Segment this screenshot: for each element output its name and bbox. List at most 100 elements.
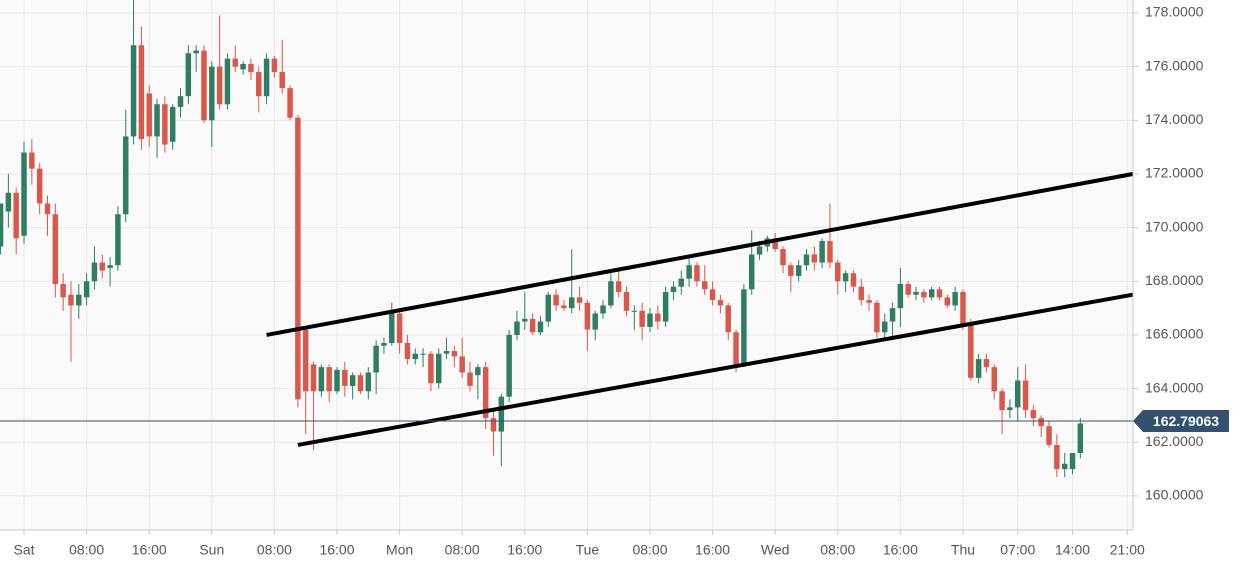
candle-body (576, 297, 583, 303)
candle-body (287, 88, 293, 118)
candle-body (342, 369, 348, 386)
candle-body (1061, 463, 1068, 470)
candle-body (99, 262, 106, 271)
candle-body (279, 72, 285, 89)
candle-body (443, 351, 450, 354)
current-price-tag (1133, 410, 1229, 433)
candle-body (842, 273, 849, 282)
candle-body (52, 214, 59, 284)
candle-body (928, 289, 935, 298)
x-tick-label: Sat (14, 542, 35, 558)
x-tick-label: 14:00 (1055, 542, 1090, 558)
y-tick-label: 174.0000 (1145, 111, 1204, 127)
candle-body (475, 367, 481, 376)
x-tick-label: 08:00 (257, 542, 292, 558)
candle-body (921, 292, 927, 298)
candle-body (913, 292, 919, 295)
candle-body (881, 321, 888, 333)
y-tick-label: 166.0000 (1145, 326, 1204, 342)
x-tick-label: Mon (386, 542, 413, 558)
candle-body (756, 246, 763, 255)
candle-body (389, 313, 395, 344)
candle-body (592, 313, 598, 330)
candle-body (404, 343, 411, 360)
candle-body (537, 321, 544, 333)
candle-body (365, 372, 372, 392)
candle-body (467, 372, 473, 386)
candle-body (232, 58, 239, 67)
y-tick-label: 162.0000 (1145, 433, 1204, 449)
candle-body (748, 254, 755, 290)
candle-body (318, 367, 325, 392)
candle-body (631, 310, 638, 312)
candle-body (83, 281, 90, 298)
candle-body (584, 302, 591, 330)
candle-body (412, 353, 418, 360)
candle-body (263, 58, 270, 97)
candle-body (115, 214, 121, 266)
candle-body (670, 286, 677, 293)
candle-body (819, 241, 825, 263)
candle-body (44, 203, 51, 215)
x-tick-label: 16:00 (883, 542, 918, 558)
candle-body (835, 262, 841, 282)
candle-body (788, 265, 794, 276)
candle-body (733, 332, 739, 365)
x-tick-label: 16:00 (319, 542, 354, 558)
candle-body (615, 281, 622, 293)
candle-body (647, 313, 653, 327)
candle-body (639, 310, 645, 327)
candle-body (811, 254, 818, 263)
candle-body (459, 356, 465, 373)
candle-body (905, 283, 911, 295)
candle-body (209, 66, 215, 121)
candle-body (240, 63, 246, 70)
x-tick-label: 16:00 (507, 542, 542, 558)
candle-body (600, 305, 606, 314)
candle-body (983, 359, 990, 368)
candle-body (177, 96, 184, 107)
candle-body (678, 278, 685, 287)
candle-body (991, 367, 998, 392)
current-price-label: 162.79063 (1153, 413, 1219, 429)
candle-body (482, 367, 489, 419)
candle-body (608, 281, 614, 306)
x-tick-label: 08:00 (69, 542, 104, 558)
candle-body (522, 318, 528, 322)
candle-body (874, 302, 880, 333)
x-tick-label: 07:00 (1000, 542, 1035, 558)
candle-body (36, 168, 43, 204)
y-tick-label: 164.0000 (1145, 379, 1204, 395)
candles (0, 0, 1134, 478)
candle-body (662, 292, 669, 322)
y-tick-label: 172.0000 (1145, 165, 1204, 181)
candle-body (702, 281, 708, 290)
candle-body (655, 313, 661, 322)
candle-body (694, 265, 700, 282)
candle-body (772, 238, 778, 250)
candle-body (514, 321, 520, 335)
candle-body (248, 63, 254, 73)
candle-body (960, 292, 966, 325)
candle-body (968, 324, 974, 378)
candle-body (897, 283, 904, 309)
candle-body (1030, 410, 1037, 419)
candle-body (999, 391, 1005, 411)
candle-body (952, 292, 958, 306)
candle-body (107, 265, 113, 268)
candle-body (295, 117, 301, 400)
candle-body (428, 353, 434, 384)
candle-body (1077, 423, 1084, 454)
candle-body (686, 265, 692, 279)
candle-body (1046, 426, 1052, 445)
candle-body (623, 292, 630, 311)
x-tick-label: Sun (199, 542, 224, 558)
candle-body (201, 50, 207, 121)
candle-body (553, 294, 559, 306)
candle-body (138, 45, 145, 140)
candle-body (780, 249, 786, 266)
candle-body (569, 297, 575, 309)
candle-body (21, 152, 27, 236)
y-tick-label: 168.0000 (1145, 272, 1204, 288)
trend-line (266, 172, 1134, 337)
